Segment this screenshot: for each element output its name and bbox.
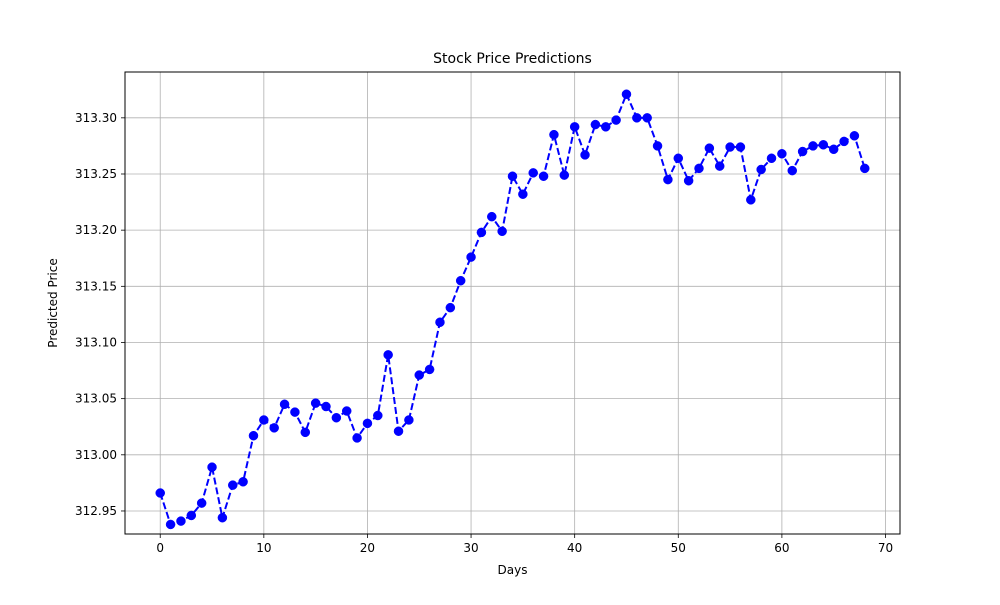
data-point [704,143,715,153]
data-point [445,302,456,313]
data-point [621,89,632,99]
data-point [155,488,165,498]
data-point [797,146,808,157]
series-line [159,93,866,526]
series-group [155,89,870,530]
data-point [269,423,279,433]
data-point [787,165,797,176]
x-tick-label: 40 [567,541,582,555]
data-point [673,153,684,164]
data-point [248,430,259,441]
data-point [466,252,476,262]
data-point [424,364,435,375]
x-tick-label: 70 [878,541,893,555]
data-point [435,317,445,328]
data-point [590,119,601,130]
data-point [331,412,342,423]
plot-frame [124,71,901,535]
x-tick-label: 30 [463,541,478,555]
x-axis: 0 10 20 30 40 50 60 70 [156,534,893,555]
data-point [828,144,839,155]
data-point [196,498,207,508]
data-series [155,89,870,530]
x-tick-label: 0 [156,541,164,555]
x-axis-label: Days [498,563,528,577]
y-axis-label: Predicted Price [46,258,60,347]
data-point [694,163,704,174]
data-point [766,153,777,164]
data-point [341,406,352,416]
y-tick-label: 313.20 [75,223,117,237]
data-point [383,350,393,360]
data-point [683,175,694,186]
data-point [414,370,424,380]
data-point [569,122,580,132]
data-point [538,171,549,181]
data-point [476,227,487,238]
data-point [310,398,321,408]
data-point [652,141,663,151]
data-point [663,174,673,185]
data-point [238,477,248,487]
data-point [611,115,621,125]
data-point [528,168,538,178]
data-point [217,512,228,523]
data-point [818,140,829,150]
data-point [487,211,497,222]
data-point [228,480,238,490]
data-point [632,113,642,123]
data-point [549,129,559,140]
data-point [808,141,818,151]
data-point [259,415,269,425]
data-point [352,433,362,443]
y-axis: 312.95 313.00 313.05 313.10 313.15 313.20 313.… [75,111,125,518]
data-point [300,427,311,438]
data-point [777,149,787,159]
data-point [849,131,860,141]
y-tick-label: 313.30 [75,111,117,125]
grid [125,72,900,534]
data-point [455,275,466,286]
data-point [176,516,186,526]
data-point [321,401,331,412]
data-point [393,426,404,436]
x-tick-label: 10 [256,541,271,555]
y-tick-label: 313.15 [75,279,117,293]
data-point [746,195,756,205]
data-point [860,163,870,174]
data-point [642,113,652,123]
y-tick-label: 313.25 [75,167,117,181]
data-point [518,189,528,199]
data-point [497,226,507,237]
data-point [165,519,176,530]
y-tick-label: 312.95 [75,504,117,518]
data-point [373,410,383,421]
data-point [207,462,217,472]
data-point [362,418,373,429]
data-point [507,171,518,181]
data-point [601,122,611,132]
chart-title: Stock Price Predictions [433,51,592,67]
y-tick-label: 313.10 [75,335,117,349]
data-point [735,142,746,152]
x-tick-label: 20 [360,541,375,555]
data-point [186,510,197,521]
data-point [839,136,849,147]
data-point [580,150,590,160]
data-point [756,164,766,175]
x-tick-label: 60 [774,541,789,555]
data-point [725,142,735,152]
data-point [714,161,725,171]
y-tick-label: 313.05 [75,392,117,406]
y-tick-label: 313.00 [75,448,117,462]
data-point [404,415,414,425]
data-point [279,399,290,410]
data-point [290,407,300,417]
x-tick-label: 50 [671,541,686,555]
data-point [559,170,570,180]
